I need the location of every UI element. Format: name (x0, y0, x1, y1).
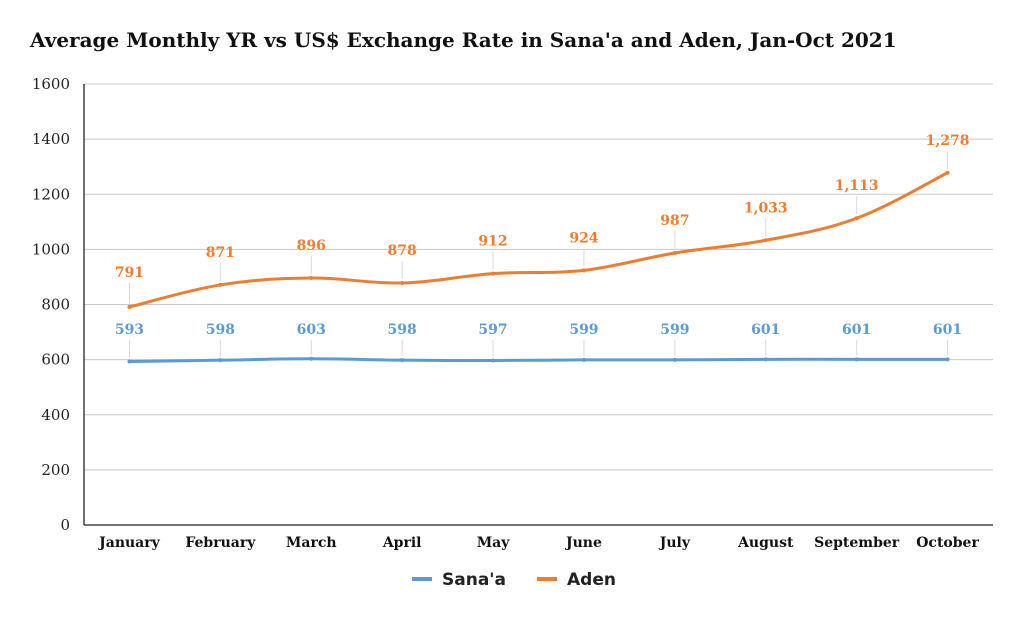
data-label-aden: 878 (388, 243, 417, 259)
data-point-sana-a (672, 357, 677, 362)
y-tick-label: 1200 (32, 185, 70, 203)
data-point-aden (945, 170, 950, 175)
y-tick-label: 800 (41, 296, 70, 314)
legend-label-aden: Aden (567, 570, 616, 590)
data-label-sana-a: 598 (206, 322, 235, 338)
x-tick-label-october: October (916, 535, 979, 551)
data-point-aden (127, 304, 132, 309)
data-point-sana-a (763, 357, 768, 362)
series-lines (127, 170, 950, 364)
y-tick-label: 1400 (32, 130, 70, 148)
data-label-aden: 871 (206, 245, 235, 261)
data-point-aden (309, 276, 314, 281)
data-label-aden: 987 (660, 213, 689, 229)
data-point-sana-a (400, 358, 405, 363)
legend: Sana'a Aden (412, 570, 616, 590)
x-tick-label-september: September (814, 535, 900, 551)
y-tick-labels: 0 200 400 600 800 1000 1200 1400 1600 (32, 75, 70, 534)
legend-label-sana-a: Sana'a (442, 570, 506, 590)
y-tick-label: 1000 (32, 240, 70, 258)
data-label-sana-a: 597 (478, 322, 507, 338)
data-point-sana-a (581, 357, 586, 362)
data-label-aden: 924 (569, 230, 598, 246)
data-point-aden (763, 238, 768, 243)
x-tick-label-august: August (737, 535, 794, 551)
y-tick-label: 600 (41, 351, 70, 369)
x-tick-labels: January February March April May June July Augu… (97, 535, 979, 551)
data-point-aden (491, 271, 496, 276)
data-point-aden (672, 250, 677, 255)
data-label-aden: 912 (478, 234, 507, 250)
data-point-sana-a (127, 359, 132, 364)
data-label-aden: 1,113 (835, 178, 879, 194)
x-tick-label-june: June (564, 535, 602, 551)
series-line-aden (127, 171, 950, 309)
data-point-aden (854, 216, 859, 221)
label-leader-lines (128, 150, 949, 358)
x-tick-label-february: February (185, 535, 256, 551)
data-point-aden (400, 281, 405, 286)
data-point-aden (218, 282, 223, 287)
x-tick-label-april: April (382, 535, 422, 551)
y-tick-label: 200 (41, 461, 70, 479)
data-label-sana-a: 601 (933, 322, 962, 338)
y-tick-label: 1600 (32, 75, 70, 93)
data-label-aden: 791 (115, 265, 144, 281)
data-labels: 593 598 603 598 597 599 599 601 601 601 791 871 896 8… (115, 133, 970, 338)
x-tick-label-may: May (477, 535, 511, 551)
x-tick-label-march: March (286, 535, 337, 551)
data-point-sana-a (218, 358, 223, 363)
data-label-sana-a: 599 (569, 322, 598, 338)
data-label-aden: 896 (297, 238, 326, 254)
x-tick-label-january: January (97, 535, 161, 551)
data-label-aden: 1,278 (926, 133, 970, 149)
chart-title: Average Monthly YR vs US$ Exchange Rate … (30, 28, 897, 52)
x-tick-label-july: July (658, 535, 691, 551)
data-label-sana-a: 599 (660, 322, 689, 338)
y-tick-label: 0 (60, 516, 70, 534)
data-point-sana-a (854, 357, 859, 362)
data-label-sana-a: 603 (297, 322, 326, 338)
y-tick-label: 400 (41, 406, 70, 424)
data-point-sana-a (945, 357, 950, 362)
data-label-sana-a: 601 (842, 322, 871, 338)
data-point-aden (581, 268, 586, 273)
series-line-sana-a (127, 357, 950, 364)
data-point-sana-a (309, 356, 314, 361)
data-label-aden: 1,033 (744, 200, 788, 216)
data-label-sana-a: 598 (388, 322, 417, 338)
axes (83, 84, 993, 526)
data-point-sana-a (491, 358, 496, 363)
data-label-sana-a: 601 (751, 322, 780, 338)
data-label-sana-a: 593 (115, 322, 144, 338)
